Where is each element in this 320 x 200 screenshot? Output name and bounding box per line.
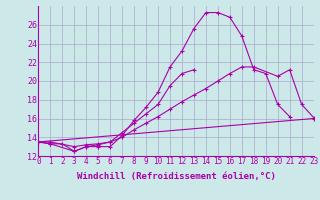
X-axis label: Windchill (Refroidissement éolien,°C): Windchill (Refroidissement éolien,°C)	[76, 172, 276, 181]
